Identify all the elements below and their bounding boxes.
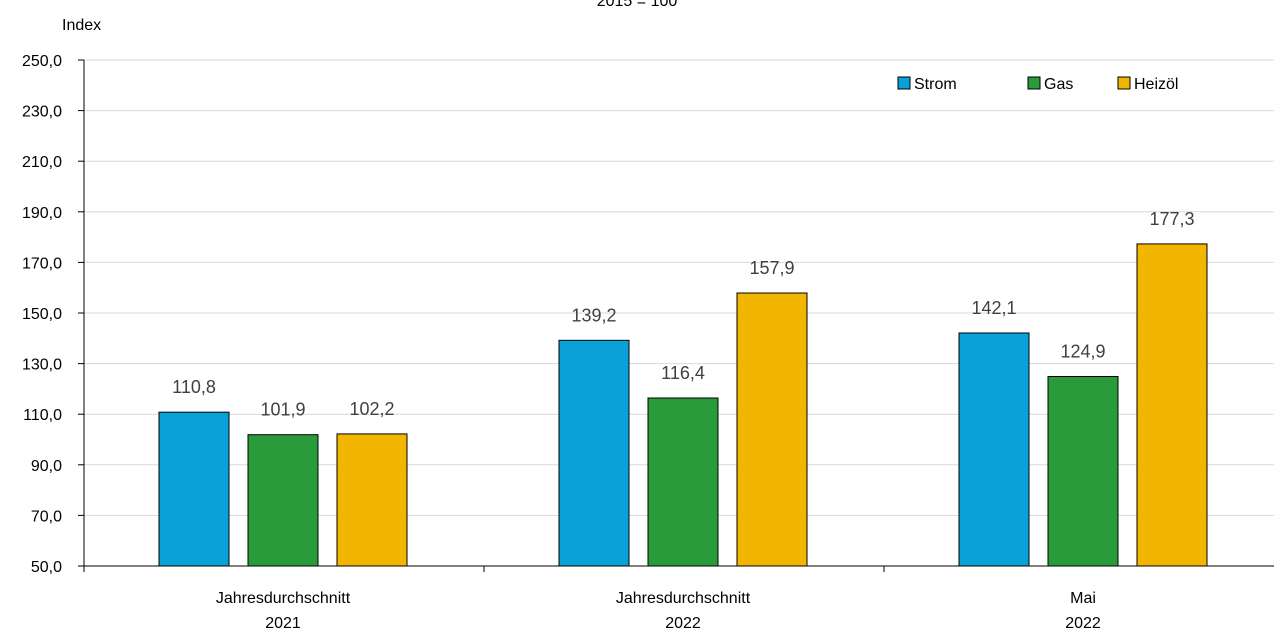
legend-swatch	[898, 77, 910, 89]
bar-gas-2	[648, 398, 718, 566]
bar-heizl-1	[337, 434, 407, 566]
category-label: 2022	[665, 615, 701, 632]
chart-subtitle: 2015 = 100	[597, 0, 678, 10]
y-tick-label: 130,0	[22, 357, 62, 374]
bar-gas-1	[248, 435, 318, 566]
bar-strom-3	[959, 333, 1029, 566]
bar-strom-1	[159, 412, 229, 566]
bars	[159, 244, 1207, 566]
y-axis-label: Index	[62, 17, 101, 34]
y-tick-label: 170,0	[22, 255, 62, 272]
y-tick-label: 230,0	[22, 104, 62, 121]
bar-heizl-3	[1137, 244, 1207, 566]
data-labels: 110,8 101,9 102,2 139,2 116,4 157,9 142,1 124,9…	[172, 209, 1194, 420]
legend: Strom Gas Heizöl	[898, 76, 1178, 93]
category-label: Jahresdurchschnitt	[216, 590, 351, 607]
legend-label: Strom	[914, 76, 957, 93]
data-label: 142,1	[971, 298, 1016, 318]
bar-heizl-2	[737, 293, 807, 566]
data-label: 102,2	[349, 399, 394, 419]
bar-gas-3	[1048, 377, 1118, 566]
data-label: 139,2	[571, 305, 616, 325]
y-tick-label: 90,0	[31, 458, 62, 475]
category-label: 2022	[1065, 615, 1101, 632]
legend-label: Heizöl	[1134, 76, 1178, 93]
data-label: 116,4	[661, 363, 705, 383]
y-tick-label: 70,0	[31, 508, 62, 525]
y-tick-label: 190,0	[22, 205, 62, 222]
legend-swatch	[1028, 77, 1040, 89]
data-label: 124,9	[1060, 342, 1105, 362]
y-tick-label: 110,0	[23, 407, 62, 424]
data-label: 157,9	[749, 258, 794, 278]
category-label: Mai	[1070, 590, 1096, 607]
data-label: 101,9	[260, 400, 305, 420]
data-label: 177,3	[1149, 209, 1194, 229]
category-label: Jahresdurchschnitt	[616, 590, 751, 607]
y-tick-label: 150,0	[22, 306, 62, 323]
y-tick-label: 210,0	[22, 154, 62, 171]
y-axis-ticks: 50,0 70,0 90,0 110,0 130,0 150,0 170,0 190,0 210…	[22, 53, 84, 576]
y-tick-label: 50,0	[31, 559, 62, 576]
category-label: 2021	[265, 615, 301, 632]
bar-strom-2	[559, 340, 629, 566]
y-tick-label: 250,0	[22, 53, 62, 70]
x-axis-categories: Jahresdurchschnitt 2021 Jahresdurchschnitt…	[216, 590, 1101, 632]
legend-label: Gas	[1044, 76, 1073, 93]
legend-swatch	[1118, 77, 1130, 89]
data-label: 110,8	[172, 377, 216, 397]
